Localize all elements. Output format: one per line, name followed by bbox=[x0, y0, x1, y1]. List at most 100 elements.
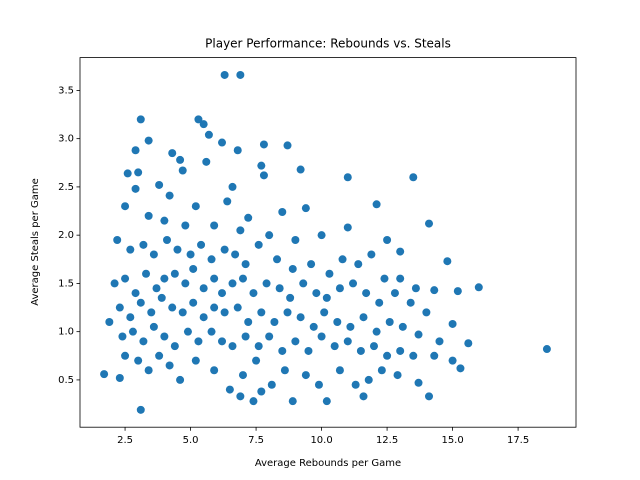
point bbox=[110, 279, 119, 288]
point bbox=[233, 146, 242, 155]
point bbox=[288, 264, 297, 273]
point bbox=[170, 342, 179, 351]
point bbox=[168, 149, 177, 158]
point bbox=[252, 356, 261, 365]
point bbox=[322, 293, 331, 302]
point bbox=[249, 289, 258, 298]
point bbox=[136, 115, 145, 124]
point bbox=[149, 322, 158, 331]
point bbox=[414, 378, 423, 387]
point bbox=[265, 231, 274, 240]
point bbox=[228, 182, 237, 191]
point bbox=[254, 342, 263, 351]
point bbox=[123, 169, 132, 178]
point bbox=[162, 235, 171, 244]
point bbox=[126, 245, 135, 254]
point bbox=[335, 366, 344, 375]
point bbox=[157, 293, 166, 302]
point bbox=[144, 136, 153, 145]
point bbox=[144, 366, 153, 375]
x-tick-label: 12.5 bbox=[376, 435, 398, 446]
point bbox=[453, 287, 462, 296]
point bbox=[542, 345, 551, 354]
point bbox=[390, 289, 399, 298]
point bbox=[178, 166, 187, 175]
y-tick-label: 2.0 bbox=[58, 230, 74, 241]
point bbox=[218, 289, 227, 298]
point bbox=[448, 319, 457, 328]
point bbox=[241, 260, 250, 269]
y-tick-label: 3.0 bbox=[58, 134, 74, 145]
point bbox=[380, 274, 389, 283]
point bbox=[443, 257, 452, 266]
point bbox=[301, 371, 310, 380]
point bbox=[409, 351, 418, 360]
point bbox=[126, 313, 135, 322]
point bbox=[291, 235, 300, 244]
point bbox=[349, 279, 358, 288]
point bbox=[372, 200, 381, 209]
point bbox=[233, 303, 242, 312]
point bbox=[181, 221, 190, 230]
point bbox=[317, 231, 326, 240]
point bbox=[456, 364, 465, 373]
point bbox=[155, 180, 164, 189]
point bbox=[139, 240, 148, 249]
point bbox=[186, 250, 195, 259]
point bbox=[406, 298, 415, 307]
point bbox=[425, 392, 434, 401]
point bbox=[270, 318, 279, 327]
point bbox=[136, 298, 145, 307]
point bbox=[278, 208, 287, 217]
point bbox=[257, 161, 266, 170]
point bbox=[160, 216, 169, 225]
point bbox=[346, 322, 355, 331]
point bbox=[304, 346, 313, 355]
point bbox=[231, 250, 240, 259]
y-tick-label: 1.0 bbox=[58, 327, 74, 338]
point bbox=[165, 191, 174, 200]
point bbox=[385, 318, 394, 327]
point bbox=[335, 284, 344, 293]
point bbox=[210, 303, 219, 312]
point bbox=[430, 286, 439, 295]
point bbox=[383, 351, 392, 360]
point bbox=[134, 168, 143, 177]
point bbox=[105, 318, 114, 327]
point bbox=[113, 235, 122, 244]
point bbox=[359, 313, 368, 322]
x-tick-label: 7.5 bbox=[248, 435, 264, 446]
point bbox=[396, 247, 405, 256]
point bbox=[377, 366, 386, 375]
point bbox=[142, 269, 151, 278]
point bbox=[168, 303, 177, 312]
point bbox=[165, 361, 174, 370]
point bbox=[241, 332, 250, 341]
point bbox=[210, 366, 219, 375]
point bbox=[118, 332, 127, 341]
point bbox=[435, 337, 444, 346]
point bbox=[396, 274, 405, 283]
point bbox=[220, 245, 229, 254]
point bbox=[275, 284, 284, 293]
point bbox=[244, 213, 253, 222]
point bbox=[210, 274, 219, 283]
point bbox=[202, 157, 211, 166]
point bbox=[356, 346, 365, 355]
point bbox=[296, 165, 305, 174]
point bbox=[160, 332, 169, 341]
y-tick-label: 2.5 bbox=[58, 182, 74, 193]
point bbox=[194, 337, 203, 346]
y-tick-label: 3.5 bbox=[58, 85, 74, 96]
point bbox=[343, 173, 352, 182]
point bbox=[176, 375, 185, 384]
point bbox=[170, 269, 179, 278]
point bbox=[299, 279, 308, 288]
point bbox=[414, 330, 423, 339]
point bbox=[210, 221, 219, 230]
point bbox=[257, 308, 266, 317]
point bbox=[228, 279, 237, 288]
point bbox=[236, 70, 245, 79]
point bbox=[136, 405, 145, 414]
point bbox=[259, 140, 268, 149]
